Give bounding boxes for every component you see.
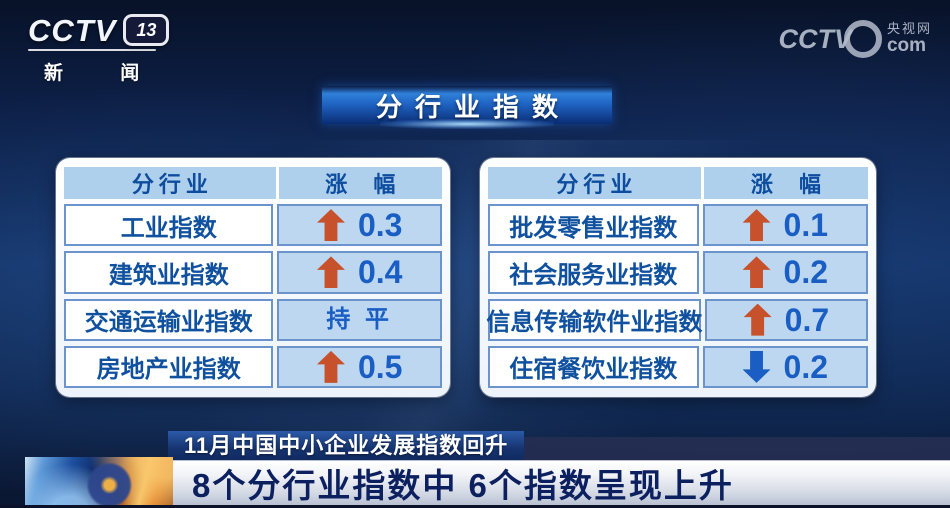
- change-cell: 0.1: [702, 204, 868, 247]
- change-value: 0.1: [783, 207, 829, 244]
- table-row: 工业指数 0.3: [64, 204, 442, 247]
- change-cell: 0.5: [277, 345, 442, 388]
- table-row: 建筑业指数 0.4: [64, 251, 442, 294]
- industry-label: 信息传输软件业指数: [486, 298, 702, 341]
- change-value: 0.5: [357, 348, 403, 385]
- industry-label: 建筑业指数: [64, 251, 274, 294]
- table-row: 住宿餐饮业指数 0.2: [488, 345, 868, 388]
- table-rows: 工业指数 0.3 建筑业指数 0.4 交通运输业指数 持 平房地产业指数 0.5: [64, 204, 442, 388]
- up-arrow-icon: [316, 350, 345, 383]
- change-value: 0.2: [783, 348, 829, 385]
- change-cell: 0.4: [277, 251, 442, 294]
- change-column-header: 涨 幅: [275, 167, 442, 199]
- change-cell: 持 平: [277, 298, 442, 341]
- up-arrow-icon: [316, 256, 345, 289]
- industry-index-table-left: 分行业 涨 幅 工业指数 0.3 建筑业指数 0.4 交通运输业指数 持 平房地产业指数 0…: [56, 158, 450, 397]
- change-cell: 0.2: [702, 345, 868, 388]
- table-rows: 批发零售业指数 0.1 社会服务业指数 0.2 信息传输软件业指数 0.7 住宿餐饮业指数 0…: [486, 204, 868, 388]
- industry-column-header: 分行业: [131, 172, 213, 197]
- page-title-bar: 分行业指数: [322, 86, 612, 129]
- change-value: 0.4: [357, 254, 403, 291]
- industry-label: 房地产业指数: [64, 345, 274, 388]
- change-value: 0.3: [357, 207, 403, 244]
- cctv-wordmark: CCTV: [28, 12, 117, 48]
- change-cell: 0.2: [702, 251, 868, 294]
- change-value: 0.7: [784, 301, 830, 338]
- change-column-header: 涨 幅: [700, 167, 868, 199]
- industry-label: 批发零售业指数: [488, 204, 699, 247]
- news-kicker: 11月中国中小企业发展指数回升: [168, 431, 525, 461]
- channel-13-badge: 13: [123, 14, 170, 46]
- industry-label: 工业指数: [64, 204, 274, 247]
- up-arrow-icon: [742, 256, 771, 289]
- table-row: 房地产业指数 0.5: [64, 345, 442, 388]
- up-arrow-icon: [316, 209, 345, 242]
- up-arrow-icon: [743, 303, 772, 336]
- news-headline: 8个分行业指数中 6个指数呈现上升: [192, 467, 734, 504]
- watermark-com: com: [886, 34, 927, 56]
- change-value: 持 平: [326, 305, 394, 333]
- down-arrow-icon: [742, 350, 771, 383]
- change-cell: 0.3: [277, 204, 442, 247]
- cctv13-logo: CCTV 13 新 闻: [28, 12, 170, 85]
- table-row: 信息传输软件业指数 0.7: [486, 298, 868, 341]
- table-row: 交通运输业指数 持 平: [64, 298, 442, 341]
- table-row: 社会服务业指数 0.2: [488, 251, 868, 294]
- industry-label: 住宿餐饮业指数: [488, 345, 699, 388]
- industry-column-header: 分行业: [556, 172, 638, 197]
- change-cell: 0.7: [704, 298, 868, 341]
- cctv-com-watermark: CCTV 央视网 com: [778, 20, 932, 58]
- industry-label: 社会服务业指数: [488, 251, 699, 294]
- bottom-edge-line: [0, 505, 950, 508]
- table-row: 批发零售业指数 0.1: [488, 204, 868, 247]
- watermark-site-name: 央视网: [886, 21, 932, 37]
- headline-bar: 8个分行业指数中 6个指数呈现上升: [172, 461, 950, 505]
- watermark-circle-icon: [843, 20, 882, 58]
- industry-label: 交通运输业指数: [64, 298, 274, 341]
- watermark-cctv-wordmark: CCTV: [778, 23, 852, 54]
- channel-name: 新 闻: [44, 63, 166, 84]
- logo-swoosh: [28, 49, 156, 51]
- kicker-extension-strip: [500, 437, 950, 461]
- page-title: 分行业指数: [375, 91, 571, 122]
- up-arrow-icon: [742, 209, 771, 242]
- table-header: 分行业 涨 幅: [64, 167, 442, 199]
- table-header: 分行业 涨 幅: [488, 167, 868, 199]
- industry-index-table-right: 分行业 涨 幅 批发零售业指数 0.1 社会服务业指数 0.2 信息传输软件业指数 0.7…: [480, 158, 876, 397]
- globe-graphic: [25, 457, 173, 508]
- change-value: 0.2: [783, 254, 829, 291]
